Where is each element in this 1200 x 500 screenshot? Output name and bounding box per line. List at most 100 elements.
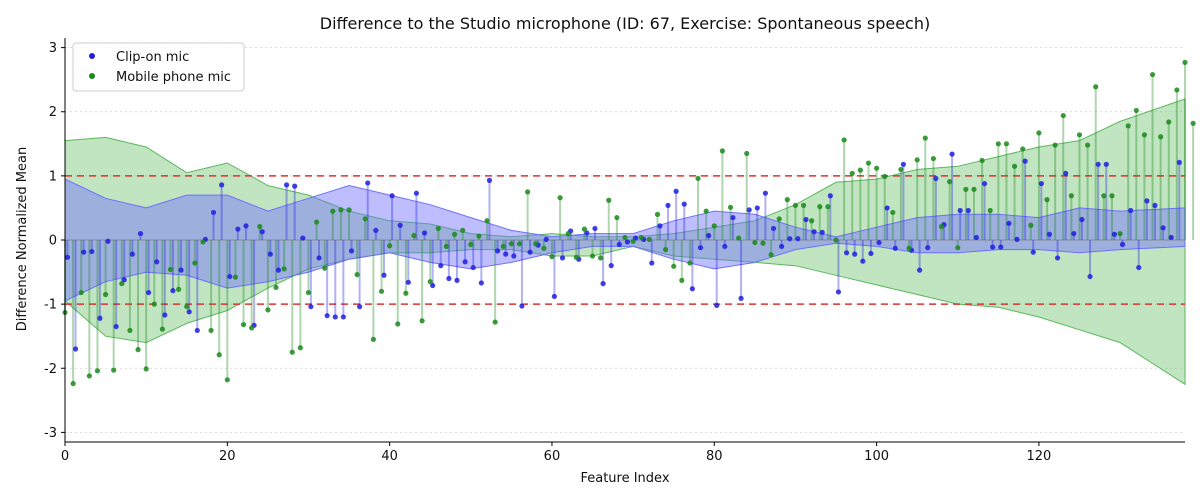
clip-on-point [413,190,420,196]
mobile-phone-point [955,245,961,251]
clip-on-point [762,190,769,196]
mobile-phone-point [809,218,815,224]
mobile-phone-point [249,325,255,331]
mobile-phone-point [1190,120,1196,126]
clip-on-point [1046,231,1053,237]
mobile-phone-point [516,241,523,247]
clip-on-point [137,230,144,237]
mobile-phone-point [208,327,214,334]
clip-on-point [973,234,980,241]
clip-on-point [389,193,395,199]
mobile-phone-point [338,207,344,213]
clip-on-point [64,254,71,260]
clip-on-point [154,259,160,265]
mobile-phone-point [1085,142,1091,148]
clip-on-point [892,245,898,251]
mobile-phone-point [330,208,336,214]
y-tick-label: -1 [44,298,57,313]
clip-on-point [121,277,127,283]
mobile-phone-point [151,301,157,307]
mobile-phone-point [776,216,782,222]
mobile-phone-point [200,239,206,245]
clip-on-point [803,216,809,223]
mobile-phone-point [906,245,912,251]
mobile-phone-point [322,265,328,271]
clip-on-point [592,225,598,232]
clip-on-point [860,258,866,264]
mobile-phone-point [403,290,409,296]
clip-on-point [665,202,671,208]
clip-on-point [145,289,152,296]
clip-on-point [1095,161,1101,167]
clip-on-point [998,244,1004,250]
mobile-phone-point [930,155,937,162]
mobile-phone-point [971,186,977,192]
mobile-phone-point [346,207,352,213]
mobile-phone-point [419,318,425,324]
mobile-phone-point [94,368,101,374]
mobile-phone-point [387,243,393,249]
clip-on-point [616,241,622,248]
clip-on-point [316,255,322,261]
mobile-phone-point [817,204,823,210]
mobile-phone-point [589,253,596,259]
clip-on-point [105,238,111,244]
mobile-phone-point [102,291,109,298]
mobile-phone-point [468,241,474,248]
mobile-phone-point [598,255,604,261]
mobile-phone-point [882,173,888,180]
mobile-phone-point [378,288,385,294]
mobile-phone-point [1068,193,1074,199]
clip-on-point [868,250,874,257]
clip-on-point [819,229,825,235]
clip-on-point [462,259,468,265]
clip-on-point [754,205,760,211]
mobile-phone-point [687,260,693,266]
clip-on-point [300,235,306,241]
point-layer [62,59,1196,387]
mobile-phone-point [890,209,896,216]
mobile-phone-point [508,241,514,247]
mobile-phone-point [662,247,669,253]
legend-marker-mobile-phone [89,73,95,79]
clip-on-point [811,229,817,235]
mobile-phone-point [622,234,628,241]
mobile-phone-point [273,284,279,291]
clip-on-point [275,267,282,273]
clip-on-point [584,230,590,236]
x-axis-label: Feature Index [580,471,669,486]
clip-on-point [876,239,882,246]
clip-on-point [527,249,533,255]
clip-on-point [1144,198,1150,204]
mobile-phone-point [435,225,441,232]
mobile-phone-point [1117,230,1123,237]
mobile-phone-point [671,263,677,269]
mobile-phone-point [1044,197,1050,203]
mobile-phone-point [1109,193,1115,199]
mobile-phone-point [395,321,401,327]
clip-on-point [1079,216,1085,223]
mobile-phone-point [484,218,490,224]
clip-on-point [551,293,557,300]
clip-on-point [129,251,135,257]
mobile-phone-point [573,254,579,260]
clip-on-point [1103,161,1109,167]
clip-on-point [1030,249,1036,255]
clip-on-point [681,201,687,207]
mobile-phone-point [841,137,847,143]
mobile-phone-point [525,189,531,195]
mobile-phone-point [143,366,149,372]
mobile-phone-point [995,141,1001,147]
mobile-phone-point [176,286,182,292]
clip-on-point [795,236,801,242]
mobile-phone-point [581,226,588,232]
mobile-phone-point [646,236,652,242]
mobile-phone-point [979,157,985,164]
clip-on-point [600,281,606,287]
y-tick-label: -3 [44,426,57,441]
mobile-phone-point [857,167,863,173]
mobile-phone-point [1125,123,1131,129]
mobile-phone-point [78,289,84,296]
